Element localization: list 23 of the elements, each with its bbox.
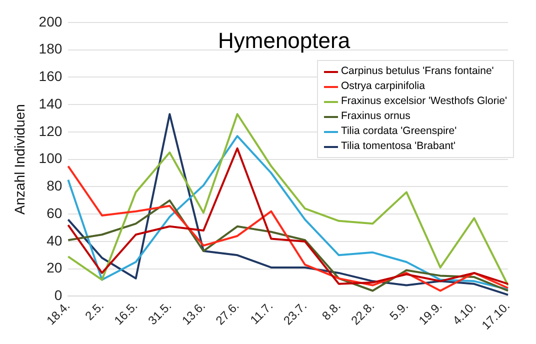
x-tick-label: 2.5. xyxy=(82,298,106,323)
y-tick-label: 200 xyxy=(38,13,62,30)
y-tick-label: 180 xyxy=(38,40,62,57)
x-tick-label: 5.9. xyxy=(386,298,411,323)
y-tick-label: 120 xyxy=(38,122,62,139)
y-tick-label: 140 xyxy=(38,95,62,112)
y-tick-label: 40 xyxy=(46,232,62,248)
legend-label: Fraxinus excelsior 'Westhofs Glorie' xyxy=(340,94,507,109)
x-tick-label: 4.10. xyxy=(450,298,479,328)
y-tick-label: 80 xyxy=(46,178,62,194)
x-tick-label: 8.8. xyxy=(319,298,344,323)
legend-label: Tilia cordata 'Greenspire' xyxy=(340,124,457,139)
y-tick-label: 160 xyxy=(38,68,62,84)
legend-label: Tilia tomentosa 'Brabant' xyxy=(340,139,456,154)
y-tick-label: 0 xyxy=(54,287,62,304)
y-tick-label: 100 xyxy=(38,150,62,166)
y-axis-title: Anzahl Individuen xyxy=(11,104,28,215)
chart-title: Hymenoptera xyxy=(218,28,350,54)
legend-label: Carpinus betulus 'Frans fontaine' xyxy=(340,64,494,79)
legend-label: Fraxinus ornus xyxy=(340,109,410,124)
y-tick-label: 60 xyxy=(46,204,62,221)
y-tick-label: 20 xyxy=(46,260,62,276)
legend-label: Ostrya carpinifolia xyxy=(340,79,425,94)
